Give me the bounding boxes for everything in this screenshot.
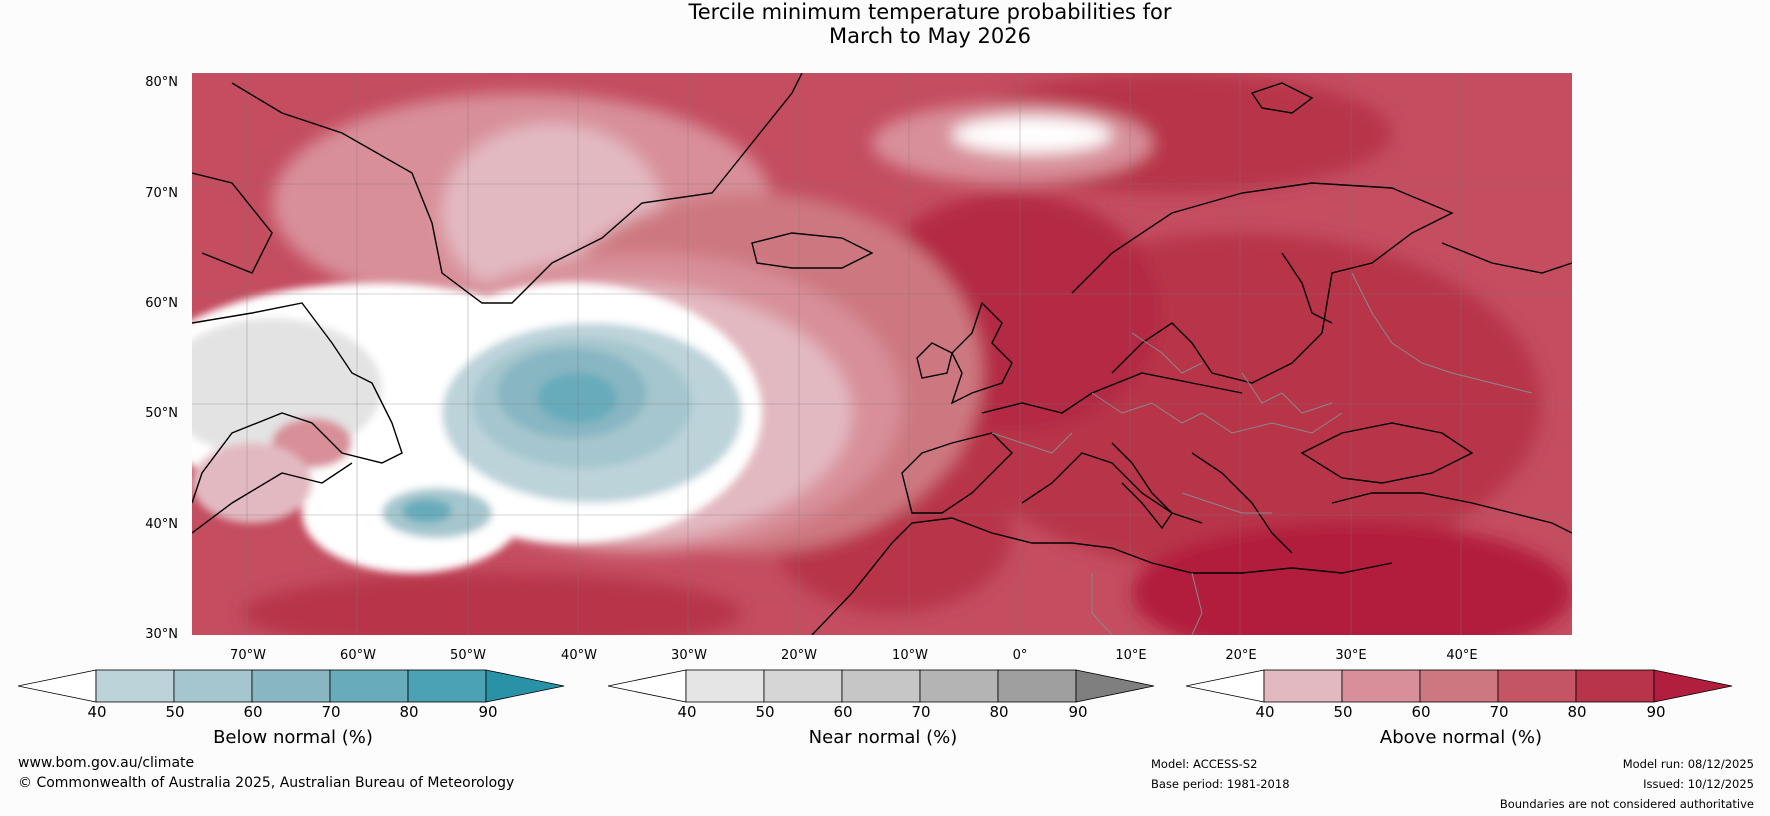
colorbar-segment <box>95 669 175 703</box>
tick-near-50: 50 <box>755 703 775 721</box>
lon-label-0: 0° <box>1012 648 1028 663</box>
lon-label-40e: 40°E <box>1446 648 1478 663</box>
tick-above-40: 40 <box>1255 703 1275 721</box>
near-normal-label: Near normal (%) <box>808 727 958 748</box>
lat-label-40n: 40°N <box>145 517 178 532</box>
colorbar-segment <box>1497 669 1577 703</box>
tick-below-70: 70 <box>321 703 341 721</box>
lat-label-50n: 50°N <box>145 406 178 421</box>
colorbar-segment <box>251 669 331 703</box>
lon-label-50w: 50°W <box>450 648 486 663</box>
tick-above-90: 90 <box>1646 703 1666 721</box>
map-canvas <box>192 73 1572 635</box>
colorbar-left-extend <box>18 669 97 703</box>
colorbar-segment <box>919 669 999 703</box>
graticule <box>192 73 1572 635</box>
lon-label-30e: 30°E <box>1335 648 1367 663</box>
issued-date: Issued: 10/12/2025 <box>1643 777 1754 791</box>
colorbar-segment <box>407 669 487 703</box>
tick-near-70: 70 <box>911 703 931 721</box>
tick-near-60: 60 <box>833 703 853 721</box>
tick-above-60: 60 <box>1411 703 1431 721</box>
lon-label-40w: 40°W <box>561 648 597 663</box>
lon-label-60w: 60°W <box>340 648 376 663</box>
lon-label-70w: 70°W <box>230 648 266 663</box>
lon-label-20e: 20°E <box>1225 648 1257 663</box>
tick-near-80: 80 <box>989 703 1009 721</box>
above-normal-label: Above normal (%) <box>1379 727 1543 748</box>
tick-below-60: 60 <box>243 703 263 721</box>
colorbar-segment <box>1575 669 1655 703</box>
tick-above-70: 70 <box>1489 703 1509 721</box>
tick-near-90: 90 <box>1068 703 1088 721</box>
map-title: Tercile minimum temperature probabilitie… <box>0 0 1770 48</box>
tick-below-40: 40 <box>87 703 107 721</box>
boundaries-disclaimer: Boundaries are not considered authoritat… <box>1499 797 1754 811</box>
lon-label-10e: 10°E <box>1115 648 1147 663</box>
website-link[interactable]: www.bom.gov.au/climate <box>18 755 195 771</box>
lat-label-70n: 70°N <box>145 186 178 201</box>
tick-above-50: 50 <box>1333 703 1353 721</box>
lon-label-10w: 10°W <box>892 648 928 663</box>
lon-label-20w: 20°W <box>781 648 817 663</box>
tick-below-80: 80 <box>399 703 419 721</box>
tick-near-40: 40 <box>677 703 697 721</box>
colorbar-segment <box>1341 669 1421 703</box>
model-name: Model: ACCESS-S2 <box>1151 757 1258 771</box>
colorbar-segment <box>685 669 765 703</box>
below-normal-label: Below normal (%) <box>213 727 373 748</box>
colorbar-segment <box>763 669 843 703</box>
colorbar-below-normal <box>18 669 565 703</box>
probability-map[interactable] <box>192 73 1572 635</box>
country-borders <box>991 272 1533 635</box>
colorbar-segment <box>329 669 409 703</box>
lat-label-60n: 60°N <box>145 296 178 311</box>
colorbar-segment <box>1419 669 1499 703</box>
colorbar-segment <box>997 669 1077 703</box>
tick-below-90: 90 <box>478 703 498 721</box>
tick-above-80: 80 <box>1567 703 1587 721</box>
colorbar-above-normal <box>1186 669 1733 703</box>
title-line-1: Tercile minimum temperature probabilitie… <box>688 0 1172 24</box>
base-period: Base period: 1981-2018 <box>1151 777 1290 791</box>
colorbar-right-extend <box>1075 669 1155 703</box>
tick-below-50: 50 <box>165 703 185 721</box>
colorbar-near-normal <box>608 669 1155 703</box>
colorbar-segment <box>173 669 253 703</box>
copyright-text: © Commonwealth of Australia 2025, Austra… <box>18 775 515 791</box>
colorbar-left-extend <box>1186 669 1265 703</box>
colorbar-segment <box>841 669 921 703</box>
colorbar-left-extend <box>608 669 687 703</box>
lat-label-30n: 30°N <box>145 627 178 642</box>
colorbar-segment <box>1263 669 1343 703</box>
colorbar-right-extend <box>1653 669 1733 703</box>
colorbar-right-extend <box>485 669 565 703</box>
lat-label-80n: 80°N <box>145 75 178 90</box>
title-line-2: March to May 2026 <box>829 24 1031 48</box>
model-run-date: Model run: 08/12/2025 <box>1622 757 1754 771</box>
lon-label-30w: 30°W <box>671 648 707 663</box>
